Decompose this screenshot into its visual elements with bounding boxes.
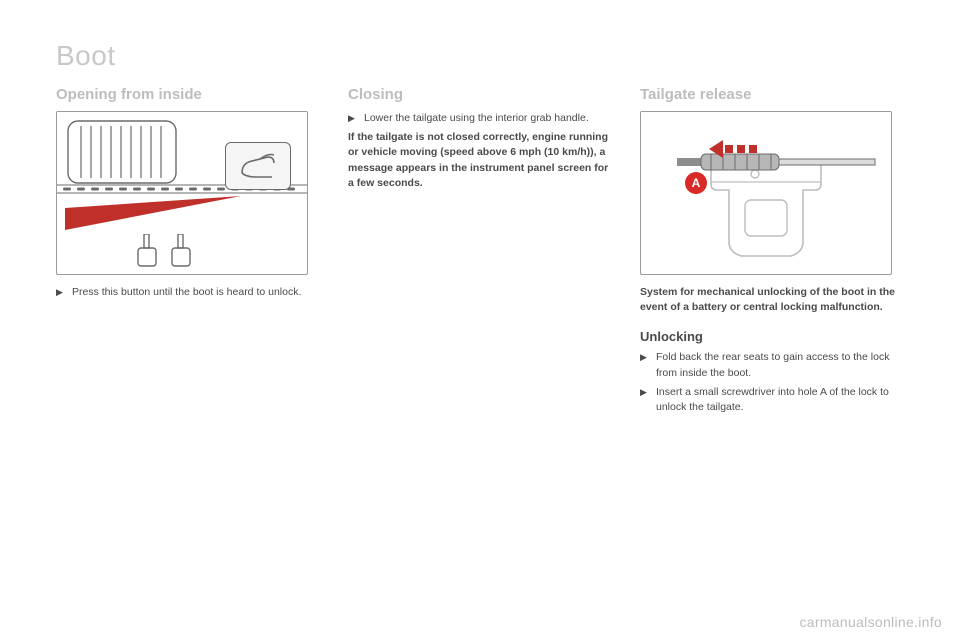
list-item: Press this button until the boot is hear… xyxy=(56,285,320,300)
list-item: Insert a small screwdriver into hole A o… xyxy=(640,385,904,415)
vent-icon xyxy=(67,120,177,184)
heading-opening: Opening from inside xyxy=(56,86,320,103)
pedal-icon xyxy=(135,234,161,268)
col-tailgate-release: Tailgate release xyxy=(640,86,904,419)
list-item: Fold back the rear seats to gain access … xyxy=(640,350,904,380)
col-opening-from-inside: Opening from inside xyxy=(56,86,320,419)
list-item: Lower the tailgate using the interior gr… xyxy=(348,111,612,126)
watermark: carmanualsonline.info xyxy=(800,614,943,630)
heading-tailgate-release: Tailgate release xyxy=(640,86,904,103)
list-closing: Lower the tailgate using the interior gr… xyxy=(348,111,612,126)
direction-arrow-icon xyxy=(709,140,765,158)
subheading-unlocking: Unlocking xyxy=(640,329,904,344)
callout-badge-a: A xyxy=(685,172,707,194)
boot-release-button-graphic xyxy=(225,142,291,190)
figure-dashboard-button xyxy=(56,111,308,275)
columns: Opening from inside xyxy=(56,86,904,419)
heading-closing: Closing xyxy=(348,86,612,103)
manual-page: Boot Opening from inside xyxy=(0,0,960,640)
page-title: Boot xyxy=(56,40,904,72)
figure-tailgate-lock: A xyxy=(640,111,892,275)
col-closing: Closing Lower the tailgate using the int… xyxy=(348,86,612,419)
screwdriver-icon xyxy=(677,148,877,178)
list-unlocking: Fold back the rear seats to gain access … xyxy=(640,350,904,415)
closing-note: If the tailgate is not closed correctly,… xyxy=(348,130,612,191)
list-opening: Press this button until the boot is hear… xyxy=(56,285,320,300)
pedal-icon xyxy=(169,234,195,268)
boot-open-icon xyxy=(238,151,278,181)
tailgate-caption: System for mechanical unlocking of the b… xyxy=(640,285,904,315)
